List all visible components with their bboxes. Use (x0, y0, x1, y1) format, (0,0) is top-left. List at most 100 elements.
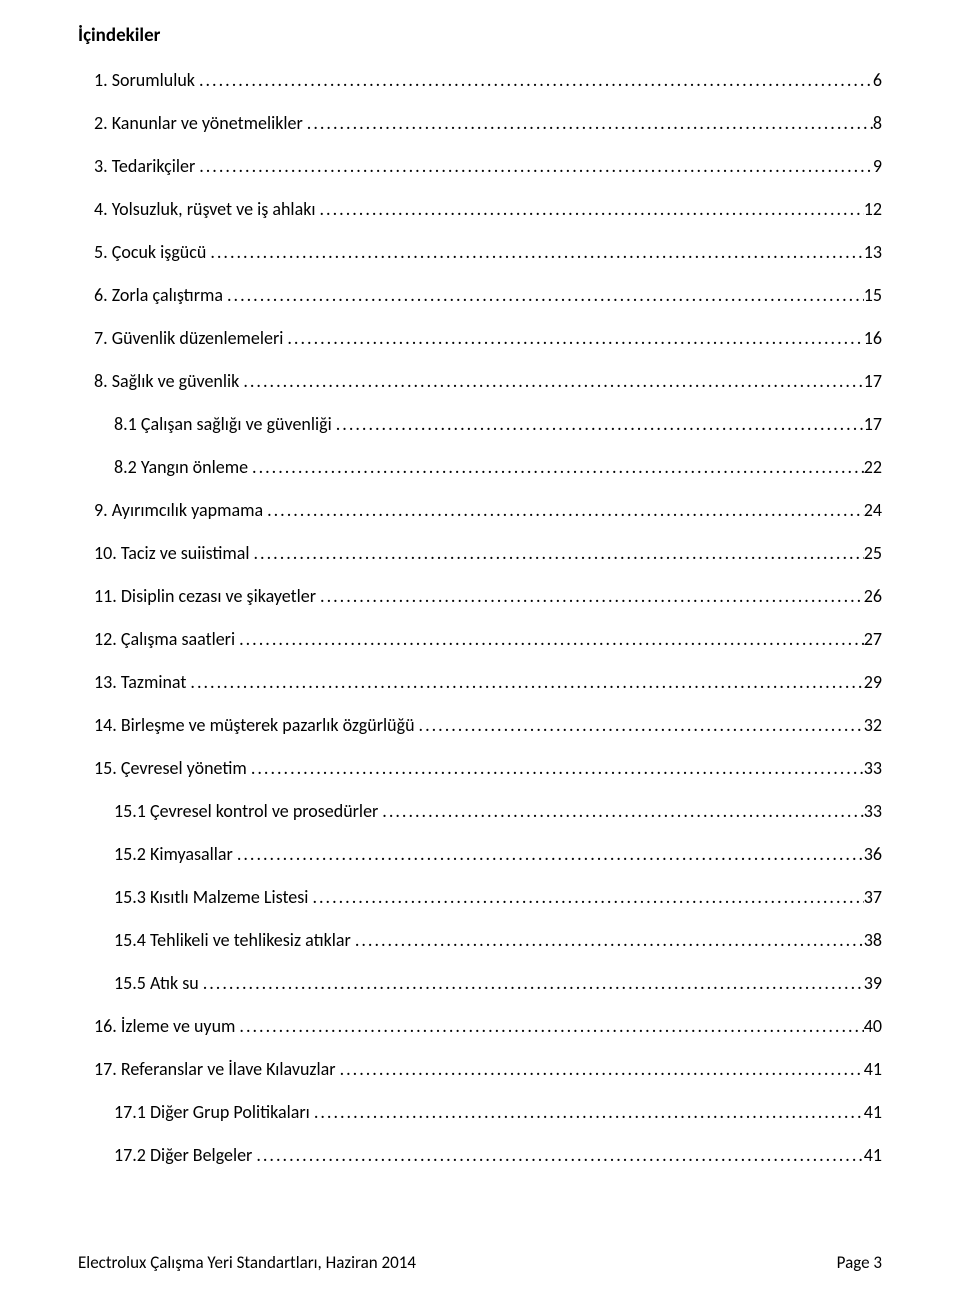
toc-leader-dots (351, 929, 864, 951)
toc-entry: 1. Sorumluluk 6 (78, 69, 882, 91)
toc-leader-dots (235, 628, 864, 650)
toc-entry: 15. Çevresel yönetim 33 (78, 757, 882, 779)
toc-entry: 6. Zorla çalıştırma 15 (78, 284, 882, 306)
toc-leader-dots (303, 112, 873, 134)
toc-leader-dots (199, 972, 864, 994)
toc-entry-label: 17.1 Diğer Grup Politikaları (114, 1101, 310, 1123)
toc-leader-dots (283, 327, 863, 349)
toc-entry: 15.1 Çevresel kontrol ve prosedürler 33 (78, 800, 882, 822)
toc-entry-label: 1. Sorumluluk (94, 69, 195, 91)
toc-entry-label: 15.3 Kısıtlı Malzeme Listesi (114, 886, 308, 908)
toc-entry: 16. İzleme ve uyum 40 (78, 1015, 882, 1037)
toc-entry-label: 10. Taciz ve suiistimal (94, 542, 250, 564)
toc-entry-label: 13. Tazminat (94, 671, 186, 693)
toc-entry-label: 15. Çevresel yönetim (94, 757, 247, 779)
toc-leader-dots (250, 542, 864, 564)
toc-entry-label: 17. Referanslar ve İlave Kılavuzlar (94, 1058, 336, 1080)
toc-entry-page: 17 (864, 413, 882, 435)
toc-leader-dots (252, 1144, 863, 1166)
toc-entry-label: 8.1 Çalışan sağlığı ve güvenliği (114, 413, 332, 435)
toc-leader-dots (263, 499, 864, 521)
toc-leader-dots (235, 1015, 863, 1037)
toc-leader-dots (248, 456, 864, 478)
toc-entry-label: 6. Zorla çalıştırma (94, 284, 223, 306)
toc-leader-dots (233, 843, 864, 865)
toc-entry-page: 38 (864, 929, 882, 951)
toc-entry-label: 8. Sağlık ve güvenlik (94, 370, 239, 392)
toc-entry: 17.2 Diğer Belgeler 41 (78, 1144, 882, 1166)
toc-leader-dots (308, 886, 863, 908)
toc-entry: 15.5 Atık su 39 (78, 972, 882, 994)
toc-entry-page: 12 (864, 198, 882, 220)
toc-entry: 17.1 Diğer Grup Politikaları 41 (78, 1101, 882, 1123)
toc-entry-page: 33 (864, 800, 882, 822)
toc-entry: 15.2 Kimyasallar 36 (78, 843, 882, 865)
toc-entry-label: 15.2 Kimyasallar (114, 843, 233, 865)
toc-entry: 8. Sağlık ve güvenlik17 (78, 370, 882, 392)
toc-leader-dots (415, 714, 864, 736)
toc-entry-page: 6 (873, 69, 882, 91)
toc-entry: 15.3 Kısıtlı Malzeme Listesi 37 (78, 886, 882, 908)
toc-entry-label: 12. Çalışma saatleri (94, 628, 235, 650)
toc-leader-dots (195, 69, 873, 91)
toc-entry-page: 41 (864, 1101, 882, 1123)
toc-entry-label: 17.2 Diğer Belgeler (114, 1144, 252, 1166)
toc-entry-page: 41 (864, 1058, 882, 1080)
toc-leader-dots (195, 155, 873, 177)
toc-entry: 2. Kanunlar ve yönetmelikler 8 (78, 112, 882, 134)
toc-entry: 13. Tazminat 29 (78, 671, 882, 693)
toc-entry-label: 4. Yolsuzluk, rüşvet ve iş ahlakı (94, 198, 316, 220)
toc-entry: 12. Çalışma saatleri 27 (78, 628, 882, 650)
toc-entry-label: 7. Güvenlik düzenlemeleri (94, 327, 283, 349)
toc-entry-label: 3. Tedarikçiler (94, 155, 195, 177)
toc-entry-page: 16 (864, 327, 882, 349)
toc-entry-label: 5. Çocuk işgücü (94, 241, 206, 263)
toc-entry-page: 29 (864, 671, 882, 693)
toc-entry-page: 40 (864, 1015, 882, 1037)
toc-entry-page: 26 (864, 585, 882, 607)
table-of-contents: 1. Sorumluluk 6 2. Kanunlar ve yönetmelikl… (78, 69, 882, 1166)
toc-entry-page: 41 (864, 1144, 882, 1166)
toc-entry: 3. Tedarikçiler 9 (78, 155, 882, 177)
toc-entry-label: 14. Birleşme ve müşterek pazarlık özgürl… (94, 714, 415, 736)
toc-entry: 4. Yolsuzluk, rüşvet ve iş ahlakı 12 (78, 198, 882, 220)
toc-entry-page: 13 (864, 241, 882, 263)
toc-leader-dots (332, 413, 864, 435)
toc-entry: 5. Çocuk işgücü 13 (78, 241, 882, 263)
toc-entry-label: 8.2 Yangın önleme (114, 456, 248, 478)
footer-page-number: Page 3 (837, 1252, 882, 1273)
toc-entry-label: 15.4 Tehlikeli ve tehlikesiz atıklar (114, 929, 351, 951)
toc-entry: 9. Ayırımcılık yapmama 24 (78, 499, 882, 521)
toc-entry: 8.2 Yangın önleme 22 (78, 456, 882, 478)
toc-entry: 14. Birleşme ve müşterek pazarlık özgürl… (78, 714, 882, 736)
toc-entry-label: 9. Ayırımcılık yapmama (94, 499, 263, 521)
toc-entry-page: 15 (864, 284, 882, 306)
toc-entry-page: 9 (873, 155, 882, 177)
toc-leader-dots (247, 757, 864, 779)
toc-entry-page: 32 (864, 714, 882, 736)
toc-entry-page: 24 (864, 499, 882, 521)
toc-entry-label: 15.5 Atık su (114, 972, 199, 994)
toc-leader-dots (336, 1058, 864, 1080)
toc-entry-page: 36 (864, 843, 882, 865)
toc-leader-dots (316, 585, 864, 607)
toc-entry: 8.1 Çalışan sağlığı ve güvenliği 17 (78, 413, 882, 435)
toc-entry-label: 16. İzleme ve uyum (94, 1015, 235, 1037)
toc-entry-label: 2. Kanunlar ve yönetmelikler (94, 112, 303, 134)
toc-entry-label: 15.1 Çevresel kontrol ve prosedürler (114, 800, 378, 822)
toc-leader-dots (239, 370, 863, 392)
toc-entry: 11. Disiplin cezası ve şikayetler 26 (78, 585, 882, 607)
toc-leader-dots (316, 198, 864, 220)
toc-entry-page: 8 (873, 112, 882, 134)
toc-entry-page: 27 (864, 628, 882, 650)
toc-entry-page: 33 (864, 757, 882, 779)
toc-entry-page: 22 (864, 456, 882, 478)
toc-leader-dots (310, 1101, 864, 1123)
toc-entry-label: 11. Disiplin cezası ve şikayetler (94, 585, 316, 607)
toc-entry-page: 39 (864, 972, 882, 994)
toc-leader-dots (186, 671, 863, 693)
toc-entry-page: 37 (864, 886, 882, 908)
toc-leader-dots (206, 241, 863, 263)
toc-leader-dots (223, 284, 864, 306)
toc-entry: 15.4 Tehlikeli ve tehlikesiz atıklar 38 (78, 929, 882, 951)
